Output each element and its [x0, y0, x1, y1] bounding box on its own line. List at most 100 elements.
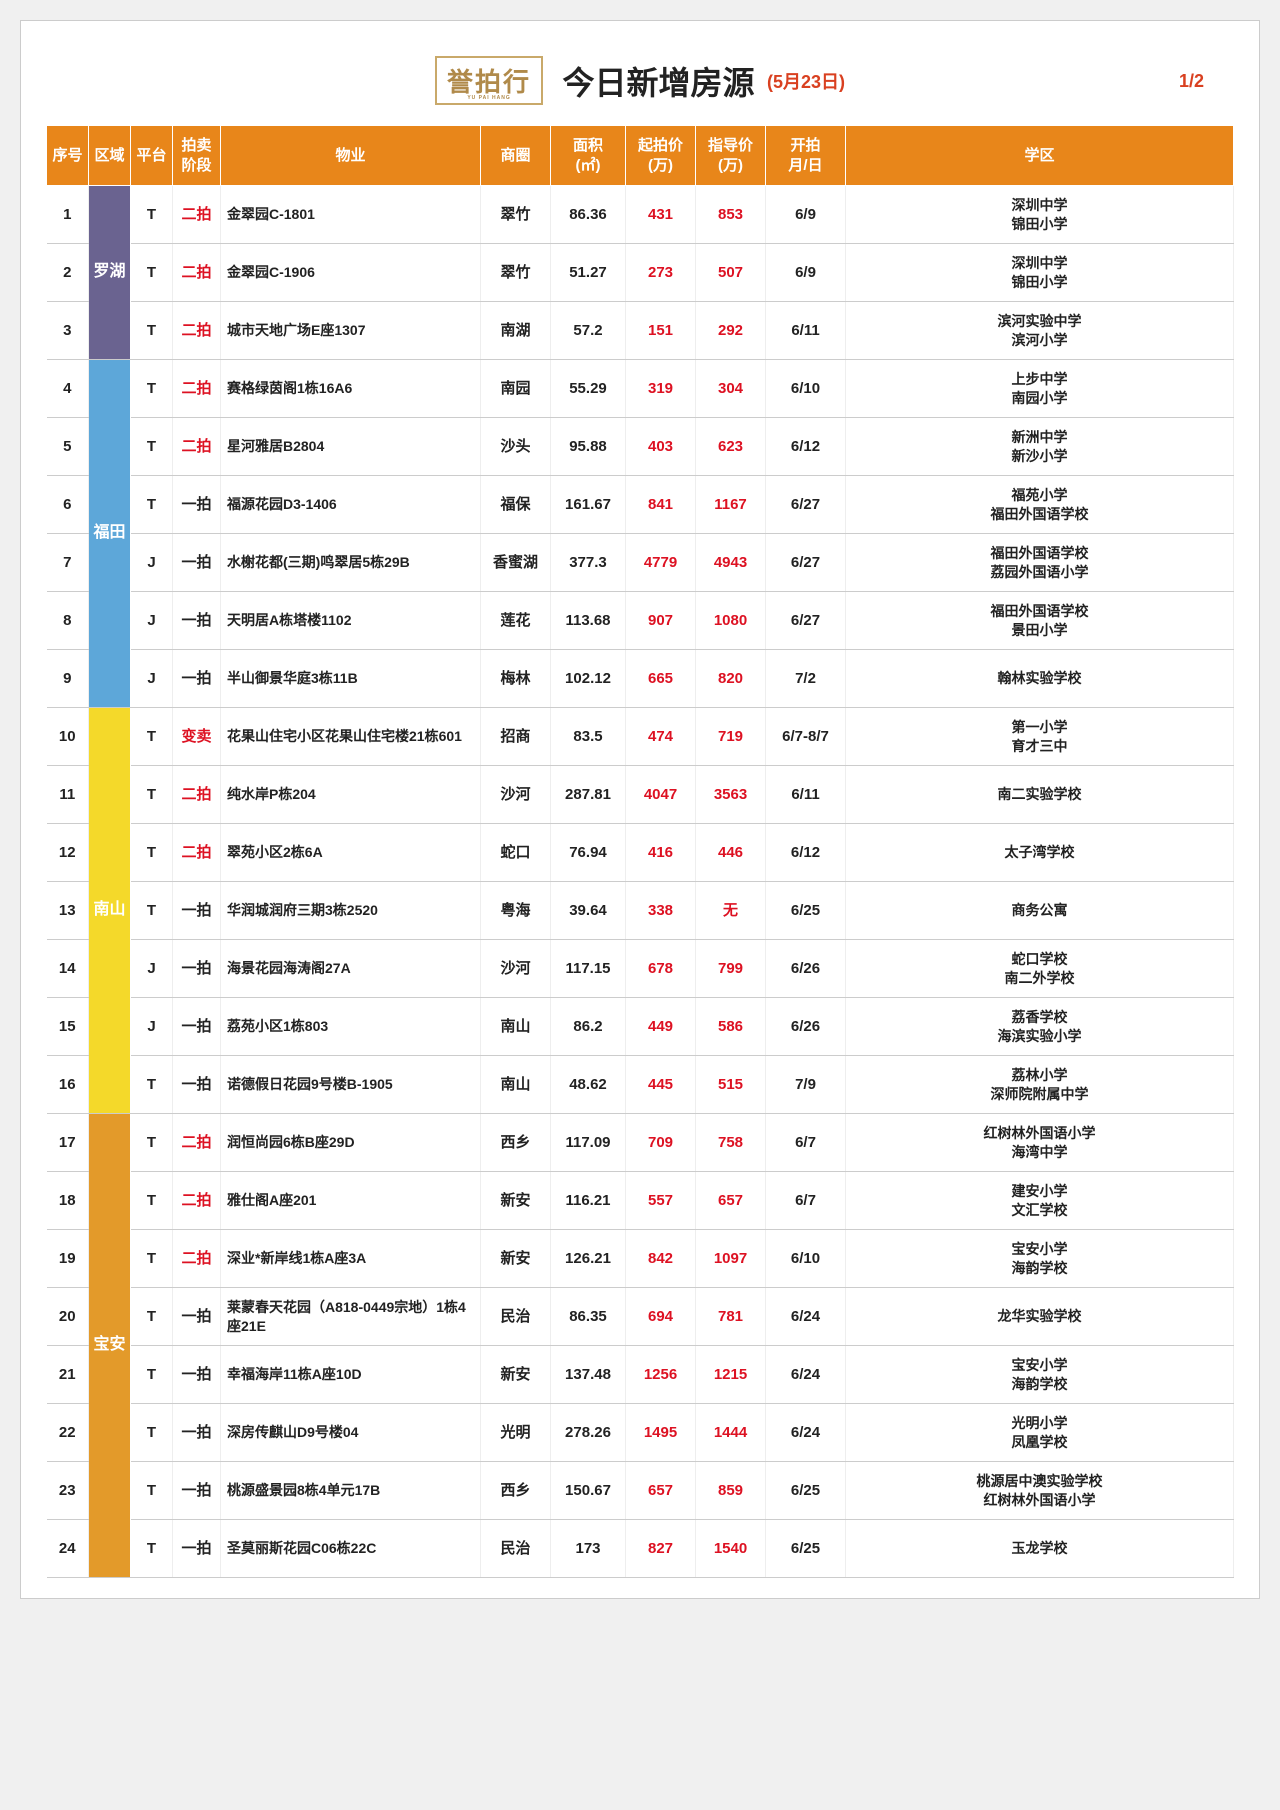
table-row: 1罗湖T二拍金翠园C-1801翠竹86.364318536/9深圳中学锦田小学 [47, 186, 1234, 244]
page-header: 誉拍行 今日新增房源 (5月23日) 1/2 [46, 41, 1234, 125]
table-header-row: 序号区域平台拍卖阶段物业商圈面积(㎡)起拍价(万)指导价(万)开拍月/日学区 [47, 126, 1234, 186]
property-cell: 赛格绿茵阁1栋16A6 [221, 360, 481, 418]
guide-price-cell: 446 [696, 824, 766, 882]
biz-cell: 民治 [481, 1288, 551, 1346]
guide-price-cell: 1167 [696, 476, 766, 534]
stage-cell: 二拍 [173, 186, 221, 244]
region-cell: 宝安 [89, 1114, 131, 1578]
guide-price-cell: 515 [696, 1056, 766, 1114]
start-price-cell: 319 [626, 360, 696, 418]
property-cell: 桃源盛景园8栋4单元17B [221, 1462, 481, 1520]
school-cell: 太子湾学校 [846, 824, 1234, 882]
biz-cell: 南湖 [481, 302, 551, 360]
guide-price-cell: 853 [696, 186, 766, 244]
platform-cell: T [131, 766, 173, 824]
listing-date: (5月23日) [767, 68, 845, 94]
guide-price-cell: 1444 [696, 1404, 766, 1462]
seq-cell: 15 [47, 998, 89, 1056]
start-price-cell: 657 [626, 1462, 696, 1520]
date-cell: 6/12 [766, 418, 846, 476]
start-price-cell: 338 [626, 882, 696, 940]
school-cell: 蛇口学校南二外学校 [846, 940, 1234, 998]
school-cell: 翰林实验学校 [846, 650, 1234, 708]
region-cell: 罗湖 [89, 186, 131, 360]
biz-cell: 光明 [481, 1404, 551, 1462]
area-cell: 55.29 [551, 360, 626, 418]
property-cell: 诺德假日花园9号楼B-1905 [221, 1056, 481, 1114]
date-cell: 6/24 [766, 1404, 846, 1462]
area-cell: 76.94 [551, 824, 626, 882]
col-header: 学区 [846, 126, 1234, 186]
area-cell: 102.12 [551, 650, 626, 708]
school-cell: 深圳中学锦田小学 [846, 244, 1234, 302]
school-cell: 荔香学校海滨实验小学 [846, 998, 1234, 1056]
stage-cell: 二拍 [173, 766, 221, 824]
seq-cell: 23 [47, 1462, 89, 1520]
school-cell: 滨河实验中学滨河小学 [846, 302, 1234, 360]
platform-cell: T [131, 1404, 173, 1462]
area-cell: 86.35 [551, 1288, 626, 1346]
stage-cell: 一拍 [173, 650, 221, 708]
biz-cell: 民治 [481, 1520, 551, 1578]
table-row: 9J一拍半山御景华庭3栋11B梅林102.126658207/2翰林实验学校 [47, 650, 1234, 708]
platform-cell: T [131, 882, 173, 940]
property-cell: 水榭花都(三期)鸣翠居5栋29B [221, 534, 481, 592]
biz-cell: 沙河 [481, 940, 551, 998]
seq-cell: 13 [47, 882, 89, 940]
guide-price-cell: 无 [696, 882, 766, 940]
start-price-cell: 557 [626, 1172, 696, 1230]
date-cell: 6/24 [766, 1288, 846, 1346]
biz-cell: 新安 [481, 1346, 551, 1404]
seq-cell: 24 [47, 1520, 89, 1578]
page-number: 1/2 [1179, 71, 1204, 92]
property-cell: 花果山住宅小区花果山住宅楼21栋601 [221, 708, 481, 766]
area-cell: 51.27 [551, 244, 626, 302]
school-cell: 福苑小学福田外国语学校 [846, 476, 1234, 534]
platform-cell: T [131, 824, 173, 882]
guide-price-cell: 1215 [696, 1346, 766, 1404]
stage-cell: 一拍 [173, 534, 221, 592]
seq-cell: 19 [47, 1230, 89, 1288]
date-cell: 6/26 [766, 998, 846, 1056]
platform-cell: T [131, 1230, 173, 1288]
guide-price-cell: 586 [696, 998, 766, 1056]
seq-cell: 6 [47, 476, 89, 534]
seq-cell: 7 [47, 534, 89, 592]
start-price-cell: 4047 [626, 766, 696, 824]
guide-price-cell: 820 [696, 650, 766, 708]
platform-cell: J [131, 534, 173, 592]
guide-price-cell: 292 [696, 302, 766, 360]
seq-cell: 10 [47, 708, 89, 766]
table-row: 23T一拍桃源盛景园8栋4单元17B西乡150.676578596/25桃源居中… [47, 1462, 1234, 1520]
start-price-cell: 449 [626, 998, 696, 1056]
guide-price-cell: 507 [696, 244, 766, 302]
start-price-cell: 907 [626, 592, 696, 650]
guide-price-cell: 304 [696, 360, 766, 418]
school-cell: 南二实验学校 [846, 766, 1234, 824]
date-cell: 6/10 [766, 360, 846, 418]
school-cell: 红树林外国语小学海湾中学 [846, 1114, 1234, 1172]
date-cell: 7/9 [766, 1056, 846, 1114]
date-cell: 6/11 [766, 766, 846, 824]
table-row: 3T二拍城市天地广场E座1307南湖57.21512926/11滨河实验中学滨河… [47, 302, 1234, 360]
area-cell: 48.62 [551, 1056, 626, 1114]
property-cell: 纯水岸P栋204 [221, 766, 481, 824]
table-row: 6T一拍福源花园D3-1406福保161.6784111676/27福苑小学福田… [47, 476, 1234, 534]
school-cell: 桃源居中澳实验学校红树林外国语小学 [846, 1462, 1234, 1520]
platform-cell: J [131, 998, 173, 1056]
seq-cell: 21 [47, 1346, 89, 1404]
guide-price-cell: 1097 [696, 1230, 766, 1288]
biz-cell: 福保 [481, 476, 551, 534]
seq-cell: 9 [47, 650, 89, 708]
biz-cell: 沙头 [481, 418, 551, 476]
area-cell: 150.67 [551, 1462, 626, 1520]
platform-cell: T [131, 476, 173, 534]
biz-cell: 招商 [481, 708, 551, 766]
date-cell: 6/7-8/7 [766, 708, 846, 766]
area-cell: 57.2 [551, 302, 626, 360]
start-price-cell: 151 [626, 302, 696, 360]
date-cell: 6/26 [766, 940, 846, 998]
biz-cell: 新安 [481, 1230, 551, 1288]
col-header: 区域 [89, 126, 131, 186]
region-cell: 南山 [89, 708, 131, 1114]
